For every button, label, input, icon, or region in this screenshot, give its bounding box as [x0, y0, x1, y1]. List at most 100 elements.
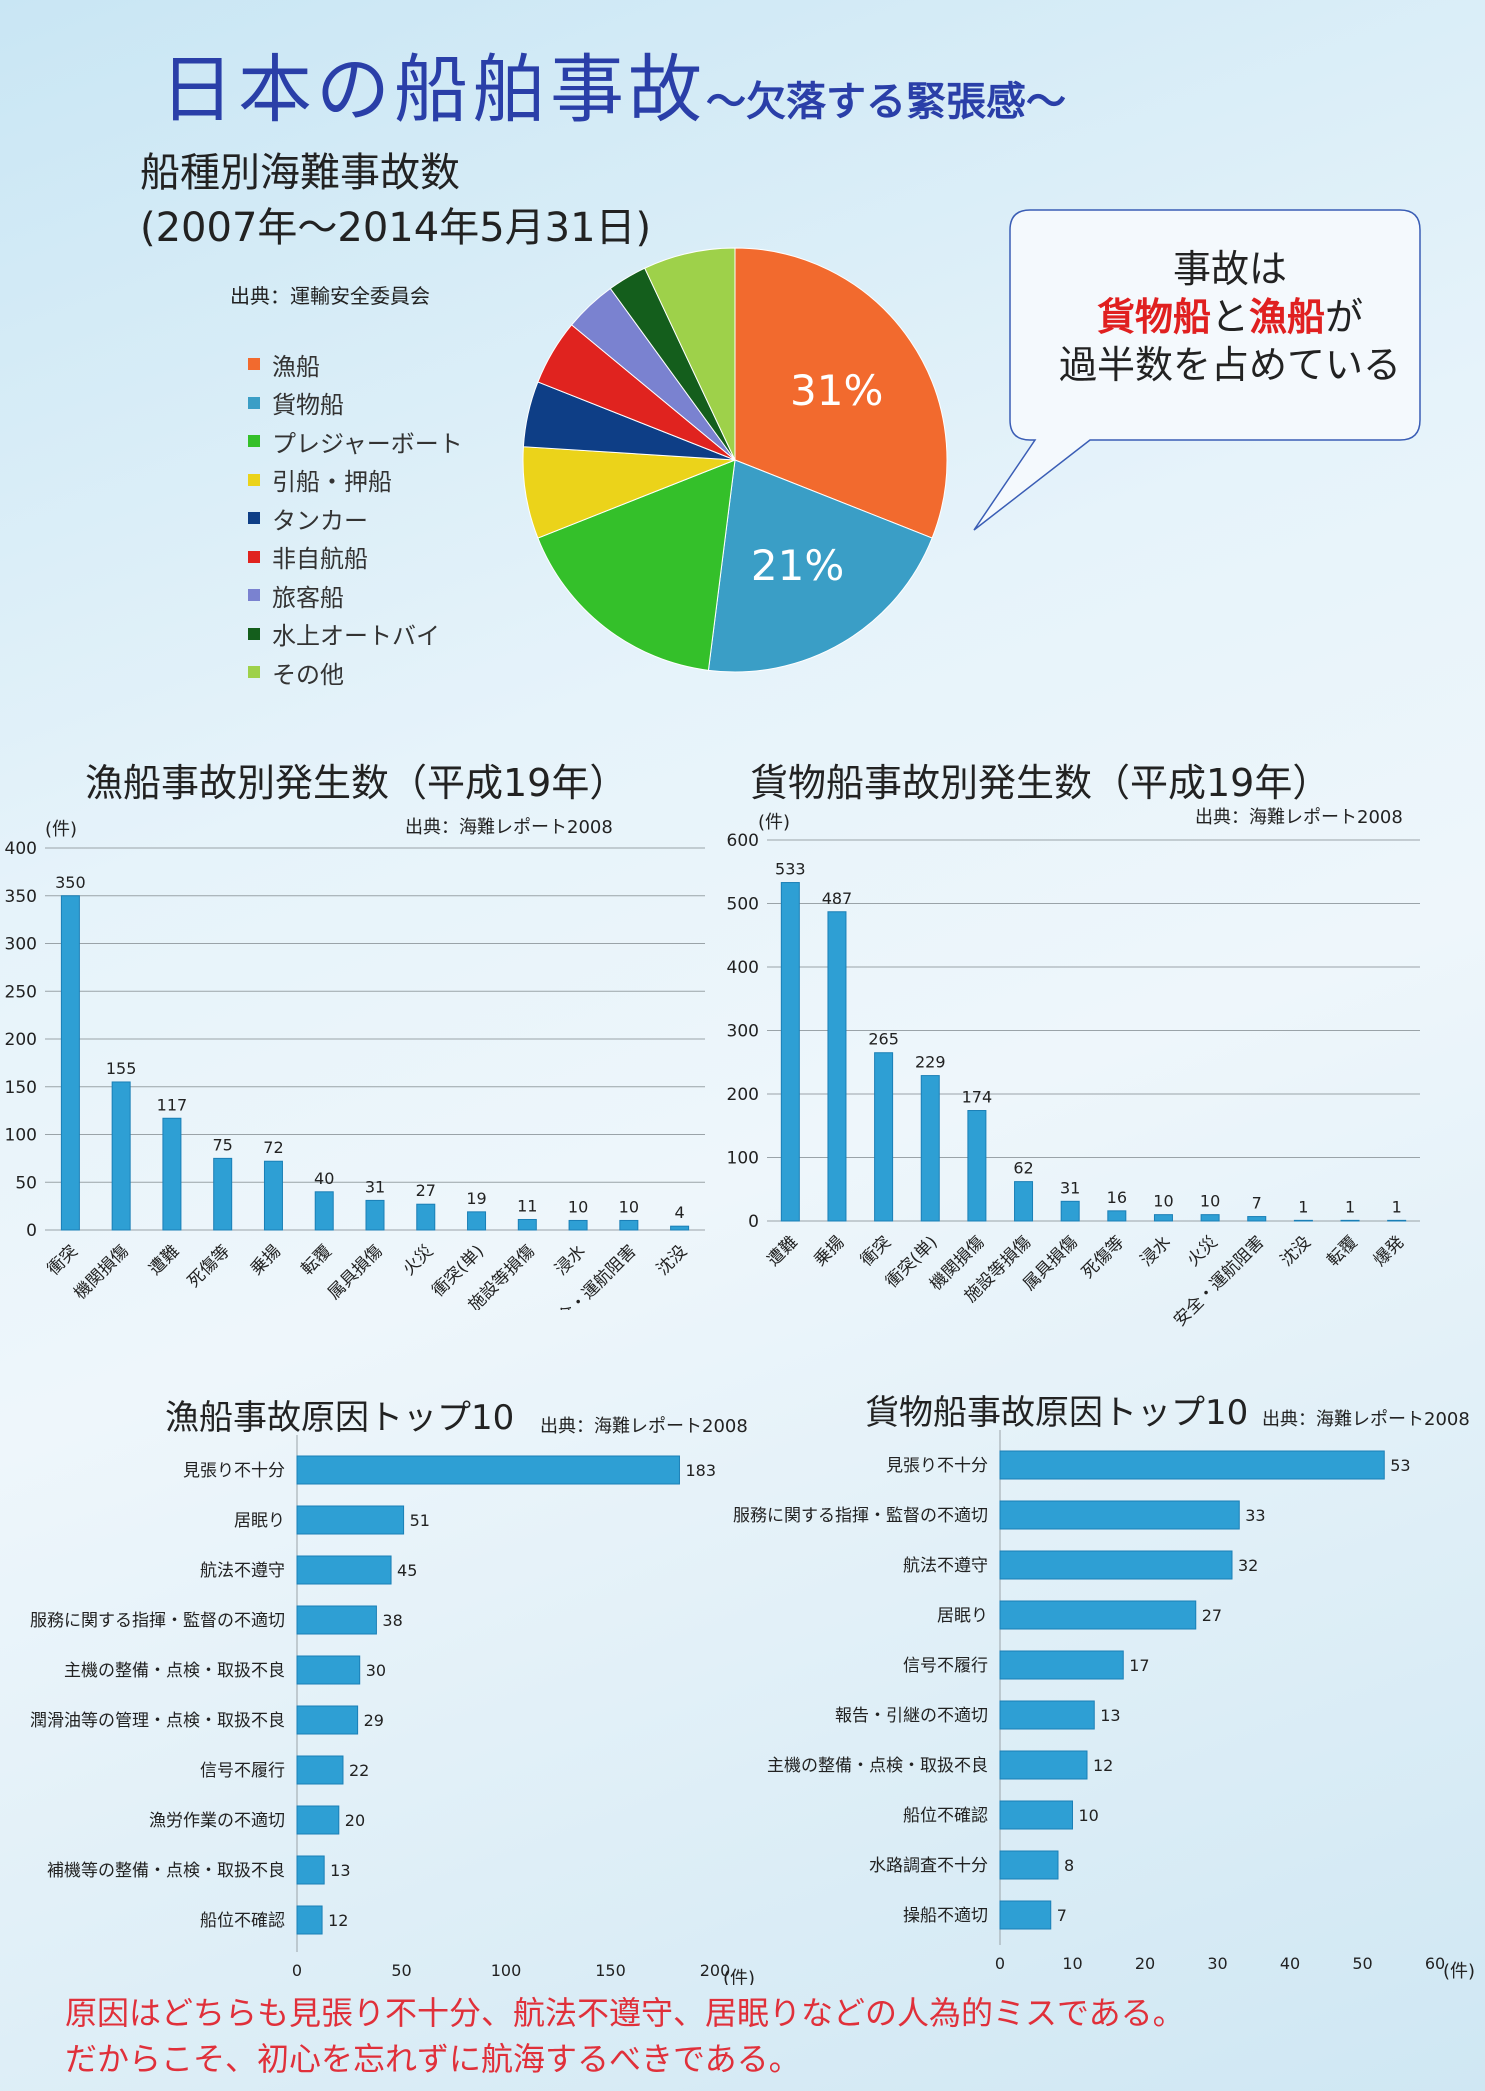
- bar: [263, 1160, 283, 1231]
- fishing-causes-title: 漁船事故原因トップ10: [165, 1398, 515, 1438]
- legend-swatch: [248, 473, 260, 486]
- bar: [999, 1800, 1073, 1830]
- x-axis-unit: (件): [723, 1968, 755, 1985]
- fishing-accidents-unit: (件): [45, 819, 78, 840]
- pie-slice: [537, 459, 736, 671]
- bar-value-label: 33: [1245, 1506, 1265, 1525]
- bar-value-label: 17: [1129, 1656, 1149, 1675]
- pie-slice-label: 31%: [790, 366, 883, 415]
- x-tick-label: 200: [700, 1961, 731, 1980]
- bar-value-label: 20: [345, 1811, 365, 1830]
- x-tick-label: 転覆: [298, 1241, 336, 1279]
- legend-label: タンカー: [272, 506, 368, 535]
- x-tick-label: 40: [1280, 1954, 1300, 1973]
- bar: [60, 895, 80, 1231]
- y-tick-label: 400: [5, 839, 37, 859]
- fishing-accidents-chart: 0 50 100 150 200 250 300 350 400 350 衝突 155 機関損傷 117 遭…: [5, 839, 705, 1310]
- x-tick-label: 20: [1135, 1954, 1155, 1973]
- bar-value-label: 27: [416, 1181, 436, 1200]
- y-tick-label: 船位不確認: [200, 1911, 285, 1931]
- y-tick-label: 0: [26, 1221, 37, 1241]
- bar: [296, 1905, 323, 1935]
- y-tick-label: 信号不履行: [903, 1656, 988, 1676]
- bar-value-label: 10: [1200, 1192, 1220, 1211]
- bar: [999, 1500, 1240, 1530]
- y-tick-label: 300: [5, 935, 37, 955]
- legend-swatch: [248, 512, 260, 525]
- pie-title-line1: 船種別海難事故数: [140, 150, 460, 196]
- bar-value-label: 487: [822, 889, 853, 908]
- bar: [999, 1600, 1197, 1630]
- x-tick-label: 火災: [1183, 1232, 1221, 1270]
- bar: [1153, 1214, 1173, 1222]
- x-tick-label: 衝突: [857, 1232, 895, 1270]
- legend-item: 漁船: [248, 345, 463, 384]
- cargo-accidents-title: 貨物船事故別発生数（平成19年）: [750, 761, 1331, 805]
- legend-item: 引船・押船: [248, 461, 463, 500]
- y-tick-label: 350: [5, 887, 37, 907]
- bar-value-label: 229: [915, 1053, 946, 1072]
- x-tick-label: 50: [391, 1961, 411, 1980]
- cargo-causes-title: 貨物船事故原因トップ10: [865, 1393, 1249, 1433]
- y-tick-label: 300: [727, 1022, 759, 1042]
- bar: [999, 1900, 1052, 1930]
- bar-value-label: 38: [382, 1611, 402, 1630]
- footer-line1: 原因はどちらも見張り不十分、航法不遵守、居眠りなどの人為的ミスである。: [65, 1994, 1185, 2032]
- bar: [999, 1750, 1088, 1780]
- cargo-accidents-unit: (件): [758, 812, 791, 833]
- bar: [999, 1700, 1095, 1730]
- callout-cargo: 貨物船: [1096, 295, 1211, 339]
- bar-value-label: 53: [1390, 1456, 1410, 1475]
- y-tick-label: 100: [727, 1149, 759, 1169]
- y-tick-label: 報告・引継の不適切: [835, 1706, 988, 1726]
- x-tick-label: 30: [1207, 1954, 1227, 1973]
- legend-label: 非自航船: [272, 545, 368, 574]
- bar-value-label: 10: [619, 1197, 639, 1216]
- footer-conclusion: 原因はどちらも見張り不十分、航法不遵守、居眠りなどの人為的ミスである。 だからこ…: [65, 1990, 1185, 2082]
- legend-swatch: [248, 358, 260, 371]
- y-tick-label: 補機等の整備・点検・取扱不良: [47, 1861, 285, 1881]
- callout-text: 事故は 貨物船と漁船が 過半数を占めている: [1040, 245, 1420, 389]
- y-tick-label: 0: [748, 1212, 759, 1232]
- legend-item: 貨物船: [248, 384, 463, 423]
- bar: [314, 1191, 334, 1231]
- bar-value-label: 13: [330, 1861, 350, 1880]
- bar-value-label: 174: [962, 1088, 993, 1107]
- bar-value-label: 30: [366, 1661, 386, 1680]
- main-title: 日本の船舶事故～欠落する緊張感～: [160, 30, 1066, 137]
- bar: [296, 1555, 392, 1585]
- x-tick-label: 50: [1352, 1954, 1372, 1973]
- legend-item: プレジャーボート: [248, 422, 463, 461]
- bar-value-label: 32: [1238, 1556, 1258, 1575]
- legend-label: その他: [272, 660, 344, 689]
- bar-value-label: 1: [1298, 1197, 1308, 1216]
- pie-legend: 漁船 貨物船 プレジャーボート 引船・押船 タンカー 非自航船 旅客船 水上オートバイ その他: [248, 345, 463, 692]
- y-tick-label: 信号不履行: [200, 1761, 285, 1781]
- bar-value-label: 16: [1107, 1188, 1127, 1207]
- x-tick-label: 60: [1425, 1954, 1445, 1973]
- y-tick-label: 漁労作業の不適切: [149, 1811, 285, 1831]
- pie-slice: [734, 247, 948, 539]
- x-tick-label: 乗揚: [247, 1241, 285, 1279]
- bar: [1247, 1216, 1267, 1222]
- bar: [920, 1075, 940, 1222]
- x-tick-label: 乗揚: [810, 1232, 848, 1270]
- bar: [296, 1705, 359, 1735]
- legend-item: その他: [248, 653, 463, 692]
- bar: [1293, 1219, 1313, 1222]
- x-tick-label: 100: [491, 1961, 522, 1980]
- y-tick-label: 船位不確認: [903, 1806, 988, 1826]
- y-tick-label: 100: [5, 1126, 37, 1146]
- bar: [365, 1199, 385, 1231]
- bar-value-label: 10: [1153, 1192, 1173, 1211]
- x-tick-label: 0: [995, 1954, 1005, 1973]
- bar-value-label: 62: [1013, 1159, 1033, 1178]
- y-tick-label: 航法不遵守: [200, 1561, 285, 1581]
- y-tick-label: 主機の整備・点検・取扱不良: [64, 1661, 285, 1681]
- callout-and: と: [1210, 295, 1249, 339]
- bar: [296, 1505, 405, 1535]
- bar-value-label: 19: [466, 1189, 486, 1208]
- bar-value-label: 12: [328, 1911, 348, 1930]
- bar: [296, 1755, 344, 1785]
- bar: [568, 1219, 588, 1231]
